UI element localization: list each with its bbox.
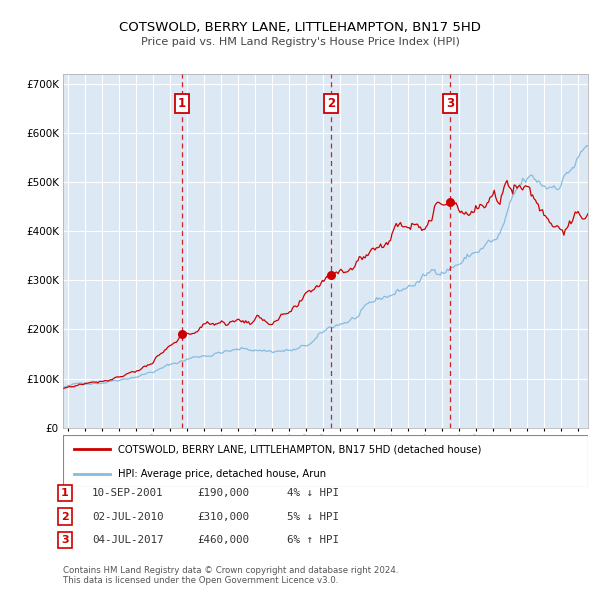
- Text: 2: 2: [328, 97, 335, 110]
- Text: 2: 2: [61, 512, 68, 522]
- FancyBboxPatch shape: [63, 435, 588, 487]
- Text: Contains HM Land Registry data © Crown copyright and database right 2024.
This d: Contains HM Land Registry data © Crown c…: [63, 566, 398, 585]
- Text: COTSWOLD, BERRY LANE, LITTLEHAMPTON, BN17 5HD: COTSWOLD, BERRY LANE, LITTLEHAMPTON, BN1…: [119, 21, 481, 34]
- Text: COTSWOLD, BERRY LANE, LITTLEHAMPTON, BN17 5HD (detached house): COTSWOLD, BERRY LANE, LITTLEHAMPTON, BN1…: [118, 444, 482, 454]
- Text: 1: 1: [61, 488, 68, 498]
- Text: Price paid vs. HM Land Registry's House Price Index (HPI): Price paid vs. HM Land Registry's House …: [140, 37, 460, 47]
- Text: 02-JUL-2010: 02-JUL-2010: [92, 512, 163, 522]
- Text: £460,000: £460,000: [197, 535, 249, 545]
- Text: HPI: Average price, detached house, Arun: HPI: Average price, detached house, Arun: [118, 469, 326, 478]
- Text: 3: 3: [446, 97, 454, 110]
- Text: 3: 3: [61, 535, 68, 545]
- Text: 1: 1: [178, 97, 186, 110]
- Text: 6% ↑ HPI: 6% ↑ HPI: [287, 535, 339, 545]
- Text: £310,000: £310,000: [197, 512, 249, 522]
- Text: 4% ↓ HPI: 4% ↓ HPI: [287, 488, 339, 498]
- Text: 5% ↓ HPI: 5% ↓ HPI: [287, 512, 339, 522]
- Text: 10-SEP-2001: 10-SEP-2001: [92, 488, 163, 498]
- Text: £190,000: £190,000: [197, 488, 249, 498]
- Text: 04-JUL-2017: 04-JUL-2017: [92, 535, 163, 545]
